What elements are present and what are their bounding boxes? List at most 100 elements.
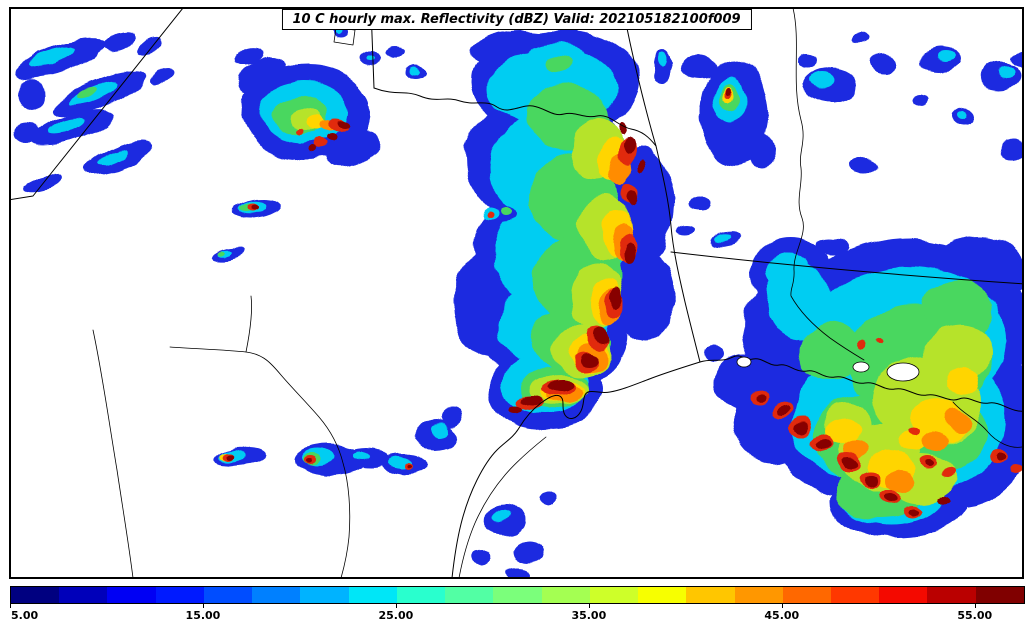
lake-pontchartrain xyxy=(886,362,920,382)
colorbar-segment xyxy=(59,587,108,603)
echo-region-central-texas-mcs xyxy=(453,30,674,428)
echo-region-south-central-cells xyxy=(214,410,464,476)
colorbar-segment xyxy=(300,587,349,603)
echo-blob xyxy=(507,404,521,412)
river-stub xyxy=(245,295,253,353)
echo-blob xyxy=(150,71,174,85)
echo-blob xyxy=(411,68,421,76)
coastline-barrier-island xyxy=(458,436,547,577)
echo-blob xyxy=(938,496,950,504)
echo-blob xyxy=(236,46,264,64)
colorbar-segment xyxy=(975,587,1024,603)
colorbar-segment xyxy=(155,587,204,603)
echo-blob xyxy=(136,36,164,54)
echo-region-gulf-offshore xyxy=(472,491,558,577)
colorbar-ticks: 5.00 15.00 25.00 35.00 45.00 55.00 xyxy=(10,604,1023,628)
echo-blob xyxy=(484,212,492,218)
echo-blob xyxy=(947,411,969,429)
echo-blob xyxy=(308,148,316,154)
colorbar-tick-label: 15.00 xyxy=(185,609,221,622)
colorbar-tick-label: 25.00 xyxy=(378,609,414,622)
colorbar-segment xyxy=(203,587,253,603)
colorbar-tick-label: 45.00 xyxy=(764,609,800,622)
plot-title: 10 C hourly max. Reflectivity (dBZ) Vali… xyxy=(281,9,752,30)
echo-blob xyxy=(852,158,876,174)
state-border-ar-la xyxy=(670,251,1022,285)
echo-blob xyxy=(596,329,610,345)
colorbar-segment xyxy=(927,587,976,603)
echo-blob xyxy=(683,54,717,78)
colorbar-tick-mark xyxy=(974,604,976,608)
echo-blob xyxy=(229,452,237,458)
coastline-delta xyxy=(952,401,1022,448)
colorbar-tick-mark xyxy=(10,604,11,608)
echo-blob xyxy=(853,34,871,46)
colorbar-segment xyxy=(252,587,301,603)
echo-blob xyxy=(296,131,304,137)
echo-blob xyxy=(610,288,624,310)
colorbar-tick-label: 5.00 xyxy=(11,609,39,622)
echo-blob xyxy=(617,250,673,340)
echo-blob xyxy=(506,567,530,577)
echo-blob xyxy=(936,52,952,62)
echo-blob xyxy=(46,118,86,136)
echo-region-top-right-scatter xyxy=(798,34,1022,174)
colorbar-segment xyxy=(734,587,783,603)
echo-blob xyxy=(500,208,512,216)
echo-blob xyxy=(621,135,633,153)
colorbar-segment xyxy=(686,587,735,603)
echo-blob xyxy=(248,204,256,210)
echo-blob xyxy=(494,512,510,522)
echo-blob xyxy=(775,405,787,415)
echo-blob xyxy=(390,47,406,57)
coastline-texas xyxy=(451,361,701,577)
river-pecos xyxy=(92,329,134,577)
echo-blob xyxy=(538,491,558,505)
echo-blob xyxy=(1010,465,1022,475)
echo-blob xyxy=(678,225,694,235)
colorbar-segment xyxy=(589,587,639,603)
echo-region-west-texas-streaks xyxy=(13,30,174,192)
echo-blob xyxy=(70,81,120,105)
echo-blob xyxy=(885,469,915,491)
colorbar-tick-mark xyxy=(588,604,590,608)
echo-blob xyxy=(861,475,877,487)
colorbar-tick-mark xyxy=(781,604,783,608)
echo-blob xyxy=(796,422,810,432)
colorbar-tick-label: 35.00 xyxy=(571,609,607,622)
echo-blob xyxy=(78,86,98,98)
echo-blob xyxy=(884,493,898,503)
echo-blob xyxy=(876,339,884,345)
colorbar xyxy=(10,586,1025,604)
echo-blob xyxy=(871,54,899,72)
echo-blob xyxy=(829,419,861,445)
echo-blob xyxy=(16,77,44,113)
echo-blob xyxy=(306,460,312,464)
echo-blob xyxy=(512,539,544,561)
echo-blob xyxy=(637,159,645,169)
echo-blob xyxy=(911,94,929,106)
echo-blob xyxy=(22,172,62,192)
echo-blob xyxy=(924,280,992,340)
echo-blob xyxy=(522,395,544,405)
echo-blob xyxy=(32,47,78,67)
echo-blob xyxy=(102,30,134,50)
echo-blob xyxy=(97,149,127,165)
echo-blob xyxy=(1010,50,1022,66)
echo-region-northeast-texas xyxy=(653,50,777,245)
echo-blob xyxy=(905,508,917,516)
colorbar-segment xyxy=(396,587,446,603)
echo-blob xyxy=(626,191,636,207)
echo-blob xyxy=(768,256,808,288)
echo-blob xyxy=(543,56,573,72)
colorbar-segment xyxy=(541,587,590,603)
coastline-louisiana xyxy=(699,355,1022,412)
echo-blob xyxy=(440,410,464,426)
colorbar-segment xyxy=(830,587,880,603)
echo-blob xyxy=(747,132,777,168)
state-border-tx-ar-la xyxy=(655,145,701,363)
echo-blob xyxy=(997,453,1007,461)
colorbar-tick-label: 55.00 xyxy=(957,609,993,622)
echo-blob xyxy=(13,125,37,145)
